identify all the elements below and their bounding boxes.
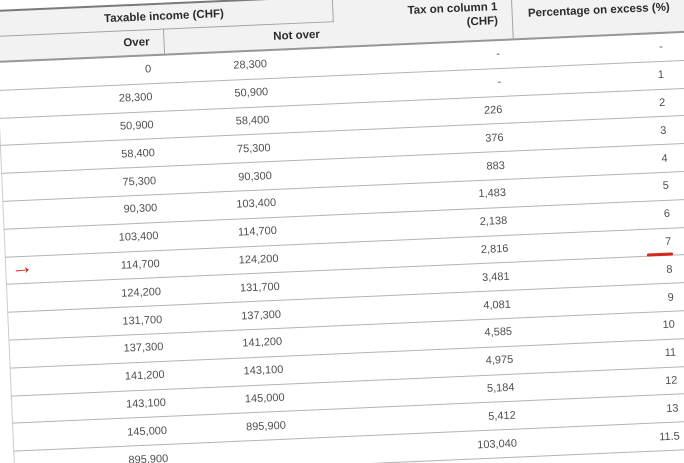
table-body: 0 28,300 - - 28,300 50,900 - 1 50,900 58… <box>0 31 684 463</box>
header-tax-on-column1-label: Tax on column 1 (CHF) <box>407 0 499 28</box>
red-arrow-annotation: → <box>9 252 35 281</box>
